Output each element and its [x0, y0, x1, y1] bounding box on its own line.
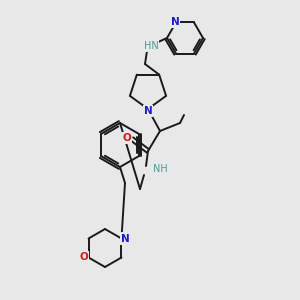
Text: HN: HN	[144, 41, 158, 51]
Text: O: O	[123, 133, 131, 143]
Text: N: N	[144, 106, 152, 116]
Text: N: N	[171, 17, 179, 27]
Text: NH: NH	[153, 164, 168, 174]
Text: O: O	[79, 253, 88, 262]
Text: N: N	[121, 233, 130, 244]
